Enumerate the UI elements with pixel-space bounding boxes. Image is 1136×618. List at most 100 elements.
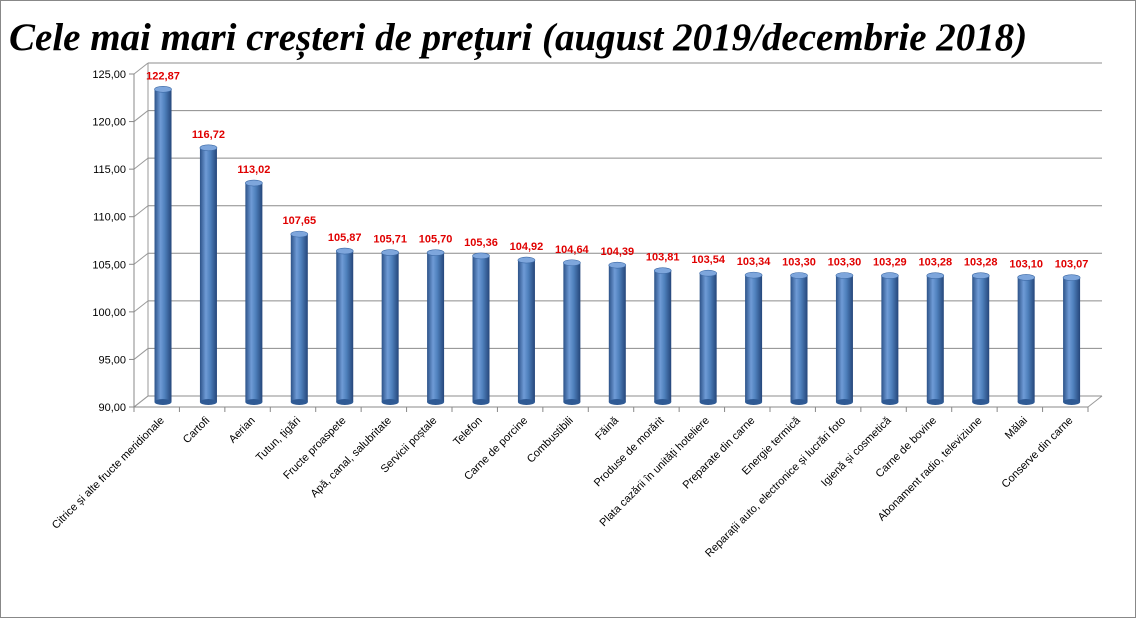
data-label: 104,92	[510, 241, 544, 253]
bar-base	[926, 399, 944, 406]
bar-top	[381, 249, 399, 256]
bar	[926, 275, 944, 403]
bar-top	[199, 144, 218, 152]
data-label: 103,10	[1009, 258, 1043, 270]
bar	[517, 260, 535, 403]
bar	[154, 89, 172, 403]
bar-top	[335, 247, 354, 255]
bar-base	[154, 399, 172, 406]
bar-base	[1017, 399, 1035, 406]
y-tick-label: 105,00	[92, 259, 126, 271]
y-tick-label: 125,00	[92, 69, 126, 81]
bar	[972, 275, 990, 403]
y-tick-label: 95,00	[98, 354, 126, 366]
data-label: 105,71	[373, 234, 407, 246]
data-label: 103,54	[691, 254, 726, 266]
floor-right-edge	[1087, 395, 1103, 408]
bar-base	[608, 399, 626, 406]
bar-base	[654, 399, 672, 406]
bar-top	[699, 269, 717, 277]
x-category-label: Cartofi	[181, 415, 212, 446]
bar-base	[381, 399, 399, 406]
bar	[472, 255, 490, 403]
bar-top	[653, 267, 672, 274]
x-category-label: Mălai	[1003, 415, 1030, 442]
bar	[1063, 277, 1081, 403]
gridline-side	[133, 205, 149, 218]
bar	[563, 262, 581, 403]
bar-base	[199, 399, 217, 406]
x-category-label: Aerian	[227, 415, 258, 446]
bar-base	[835, 399, 853, 406]
data-label: 103,28	[918, 257, 952, 269]
x-category-label: Combustibili	[525, 415, 576, 466]
data-label: 105,87	[328, 232, 362, 244]
bar-base	[563, 399, 581, 406]
bar-base	[790, 399, 808, 406]
bar-top	[426, 249, 445, 256]
bar-top	[835, 272, 854, 279]
data-label: 103,30	[782, 257, 816, 269]
bar-top	[790, 272, 808, 279]
gridline-side	[133, 252, 149, 265]
data-label: 105,36	[464, 237, 498, 249]
bar	[608, 265, 626, 403]
x-category-label: Citrice și alte fructe meridionale	[50, 415, 167, 532]
bar	[245, 183, 263, 403]
y-tick-label: 120,00	[92, 117, 126, 129]
bar-base	[472, 399, 490, 406]
bar-top	[881, 272, 899, 279]
data-label: 122,87	[146, 70, 180, 82]
bar-top	[926, 272, 945, 280]
bar-top	[245, 179, 263, 187]
data-label: 116,72	[192, 129, 225, 141]
gridline-side	[133, 110, 149, 122]
gridline-side	[133, 395, 149, 408]
data-label: 105,70	[419, 234, 453, 246]
data-label: 103,07	[1055, 259, 1089, 271]
bar-top	[563, 259, 581, 267]
bar-base	[745, 399, 763, 406]
bar-top	[971, 272, 990, 280]
x-category-label: Telefon	[451, 415, 485, 449]
bar-base	[245, 399, 263, 406]
data-label: 103,81	[646, 252, 680, 264]
gridline-side	[133, 300, 149, 313]
bar-top	[154, 86, 172, 93]
bar	[790, 275, 808, 403]
bar-base	[881, 399, 899, 406]
bar	[699, 273, 717, 403]
bar	[381, 252, 399, 403]
data-label: 103,30	[828, 257, 862, 269]
chart-title: Cele mai mari creșteri de prețuri (augus…	[9, 16, 1028, 59]
bar-top	[517, 256, 536, 264]
bar-top	[1062, 274, 1081, 281]
bar-base	[517, 399, 535, 406]
bar	[290, 234, 308, 403]
bar-top	[290, 230, 309, 238]
gridline-side	[133, 62, 149, 75]
bar	[199, 147, 217, 403]
y-tick-label: 110,00	[93, 212, 126, 224]
y-tick-label: 100,00	[92, 307, 126, 319]
y-tick-label: 90,00	[98, 402, 126, 414]
bar-base	[1063, 399, 1081, 406]
data-label: 113,02	[237, 164, 270, 176]
x-category-label: Făină	[593, 414, 622, 443]
bar	[654, 270, 672, 403]
bar-base	[699, 399, 717, 406]
gridline-side	[133, 157, 149, 170]
data-label: 103,28	[964, 257, 998, 269]
bar	[745, 275, 763, 403]
data-label: 104,39	[600, 246, 634, 258]
bar-base	[336, 399, 354, 406]
bar	[336, 251, 354, 403]
bar	[427, 252, 445, 403]
data-label: 103,29	[873, 257, 907, 269]
bar-top	[608, 261, 627, 269]
bar-base	[427, 399, 445, 406]
bar-top	[1017, 274, 1035, 281]
bar	[881, 275, 899, 403]
